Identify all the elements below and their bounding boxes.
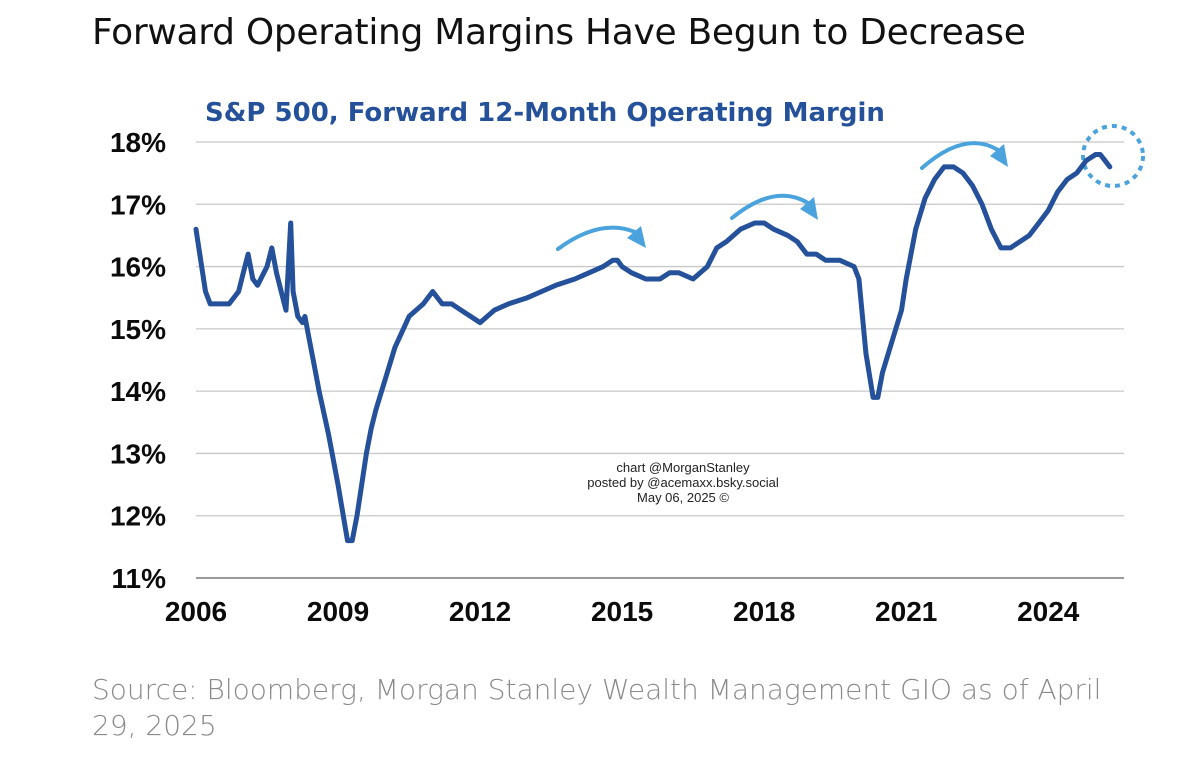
y-tick-label: 16% [110, 252, 166, 283]
x-tick-label: 2024 [1017, 596, 1080, 627]
y-tick-label: 17% [110, 189, 166, 220]
y-tick-label: 11% [112, 563, 167, 594]
trend-arrow-2021 [920, 141, 1000, 170]
trend-arrows [556, 124, 1145, 251]
credit-line: May 06, 2025 © [637, 490, 729, 505]
credit-line: chart @MorganStanley [616, 460, 750, 475]
y-tick-label: 18% [110, 127, 166, 158]
x-tick-label: 2018 [733, 596, 795, 627]
x-tick-label: 2006 [165, 596, 227, 627]
source-note: Source: Bloomberg, Morgan Stanley Wealth… [92, 673, 1102, 742]
gridlines [196, 141, 1124, 579]
y-axis: 11% 12% 13% 14% 15% 16% 17% 18% [110, 127, 166, 594]
y-tick-label: 12% [110, 501, 166, 532]
trend-arrowhead-2014 [627, 226, 646, 248]
y-tick-label: 14% [110, 376, 166, 407]
trend-arrow-2017 [730, 193, 810, 220]
chart-title: Forward Operating Margins Have Begun to … [92, 12, 1026, 53]
y-tick-label: 13% [110, 438, 166, 469]
trend-arrow-2014 [556, 225, 637, 251]
trend-arrowhead-2021 [990, 144, 1008, 167]
highlight-circle [1081, 124, 1145, 188]
trend-arrowhead-2017 [800, 197, 818, 220]
x-tick-label: 2012 [449, 596, 511, 627]
chart-subtitle: S&P 500, Forward 12-Month Operating Marg… [205, 98, 885, 128]
x-axis: 2006 2009 2012 2015 2018 2021 2024 [165, 596, 1080, 627]
chart-canvas: S&P 500, Forward 12-Month Operating Marg… [110, 98, 1145, 627]
x-tick-label: 2021 [875, 596, 937, 627]
credit-line: posted by @acemaxx.bsky.social [587, 475, 779, 490]
series-line [193, 152, 1113, 544]
y-tick-label: 15% [110, 314, 166, 345]
x-tick-label: 2015 [591, 596, 653, 627]
x-tick-label: 2009 [307, 596, 369, 627]
